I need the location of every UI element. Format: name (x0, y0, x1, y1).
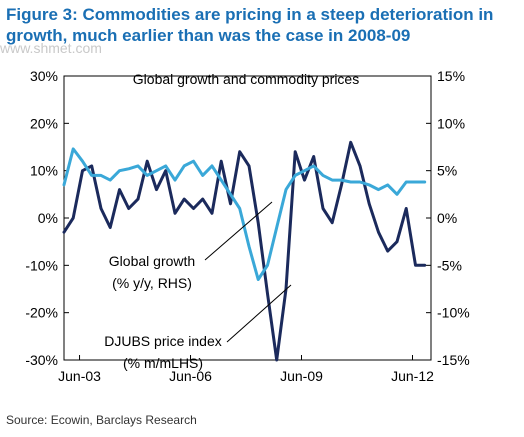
source-note: Source: Ecowin, Barclays Research (6, 413, 197, 427)
left-tick-label: -20% (25, 305, 58, 321)
annotation-djubs-line2: (% m/mLHS) (123, 355, 203, 371)
left-tick-label: 0% (38, 210, 58, 226)
annotation-djubs-leader (226, 284, 292, 343)
right-tick-label: 15% (437, 68, 465, 84)
annotation-growth-line2: (% y/y, RHS) (112, 275, 192, 291)
left-tick-label: -10% (25, 257, 58, 273)
annotation-growth: Global growth (% y/y, RHS) (109, 201, 273, 291)
annotation-growth-line1: Global growth (109, 253, 195, 269)
left-tick-label: 30% (30, 68, 58, 84)
figure-title: Figure 3: Commodities are pricing in a s… (6, 5, 494, 45)
watermark: www.shmet.com (0, 40, 102, 56)
right-tick-label: 5% (437, 163, 457, 179)
series-djubs-line (62, 140, 427, 362)
right-tick-label: -15% (437, 352, 470, 368)
right-tick-label: -5% (437, 257, 462, 273)
right-axis-ticks: 15% 10% 5% 0% -5% -10% -15% (426, 68, 470, 368)
x-tick-label: Jun-03 (58, 368, 101, 384)
chart-title: Global growth and commodity prices (133, 71, 359, 87)
right-tick-label: -10% (437, 305, 470, 321)
left-tick-label: 10% (30, 163, 58, 179)
annotation-growth-leader (204, 201, 273, 261)
x-tick-label: Jun-06 (169, 368, 212, 384)
annotation-djubs: DJUBS price index (% m/mLHS) (104, 284, 292, 371)
series-global-growth-line (62, 147, 427, 281)
series-layer (62, 140, 427, 362)
right-tick-label: 0% (437, 210, 457, 226)
left-axis-ticks: 30% 20% 10% 0% -10% -20% -30% (25, 68, 69, 368)
annotation-djubs-line1: DJUBS price index (104, 333, 222, 349)
x-tick-label: Jun-12 (391, 368, 434, 384)
left-tick-label: -30% (25, 352, 58, 368)
x-tick-label: Jun-09 (280, 368, 323, 384)
plot-frame (63, 75, 432, 361)
right-tick-label: 10% (437, 115, 465, 131)
left-tick-label: 20% (30, 115, 58, 131)
x-axis-ticks: Jun-03 Jun-06 Jun-09 Jun-12 (58, 355, 434, 384)
